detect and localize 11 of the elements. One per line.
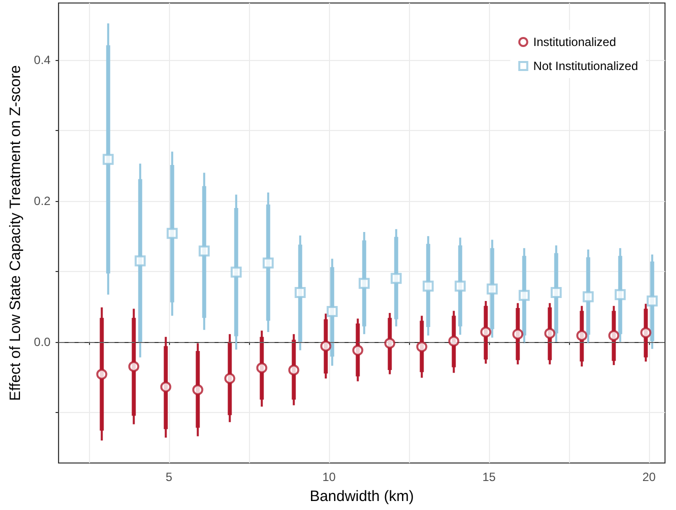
y-tick-label: 0.2 [34,194,51,208]
x-tick-label: 5 [166,470,173,484]
y-tick-label: 0.4 [34,53,51,68]
x-tick-label: 15 [482,470,496,484]
legend-label: Institutionalized [533,35,616,49]
legend-label: Not Institutionalized [533,59,638,73]
x-tick-label: 10 [322,470,336,484]
x-tick-label: 20 [642,470,656,484]
x-axis-title: Bandwidth (km) [310,488,414,505]
y-tick-label: 0.0 [34,334,51,349]
y-axis-title: Effect of Low State Capacity Treatment on Z-score [7,65,24,401]
